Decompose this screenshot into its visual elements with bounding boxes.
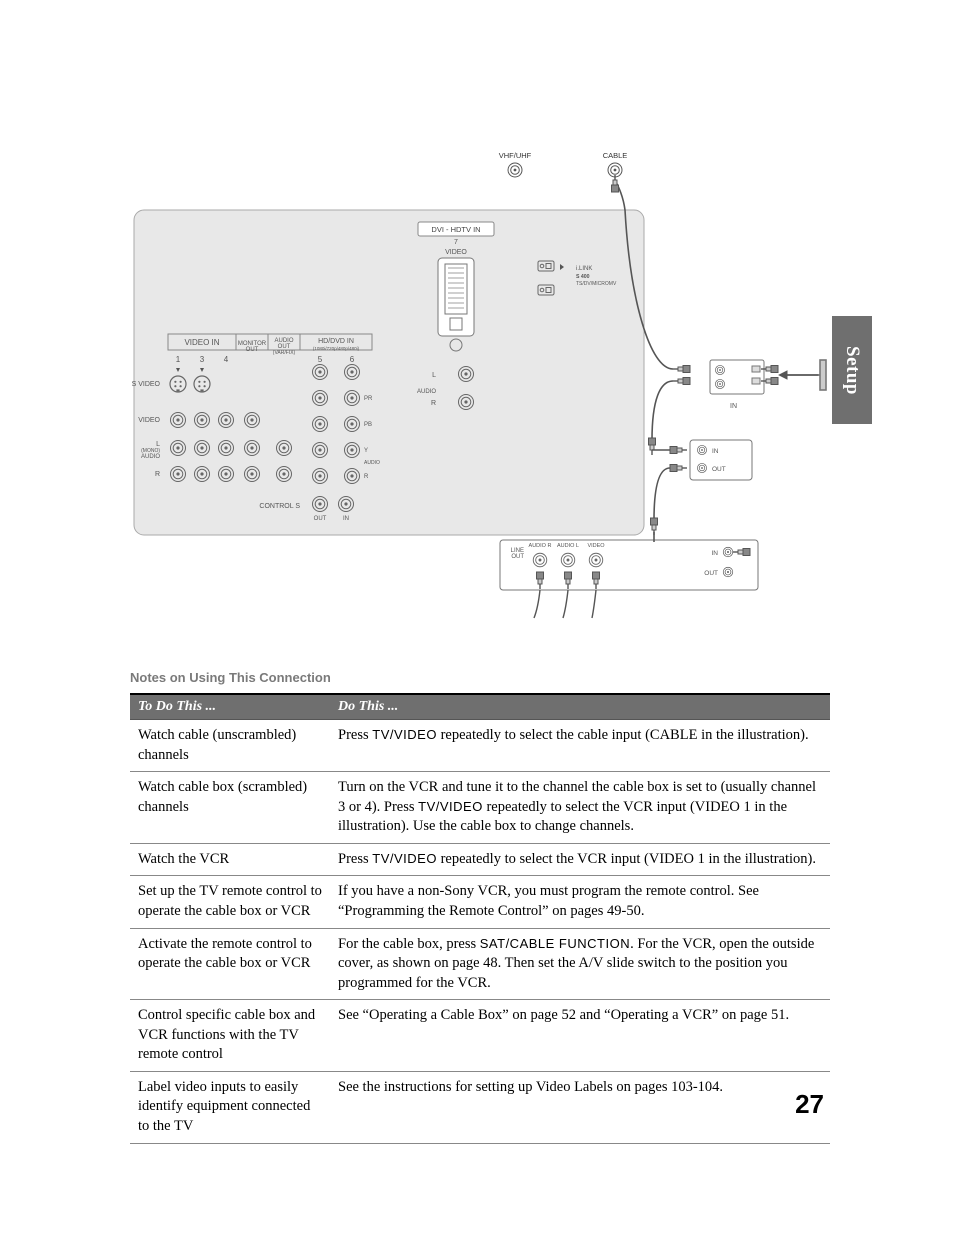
table-cell-todo: Watch cable box (scrambled) channels: [130, 772, 330, 844]
table-row: Label video inputs to easily identify eq…: [130, 1071, 830, 1143]
svg-text:i.LINK: i.LINK: [576, 266, 592, 272]
svg-text:CABLE: CABLE: [603, 151, 628, 160]
table-row: Watch cable box (scrambled) channelsTurn…: [130, 772, 830, 844]
instruction-table: To Do This ... Do This ... Watch cable (…: [130, 693, 830, 1144]
svg-text:VIDEO: VIDEO: [445, 249, 467, 256]
svg-text:OUT: OUT: [511, 554, 524, 560]
svg-text:OUT: OUT: [712, 466, 726, 473]
svg-text:L: L: [432, 372, 436, 379]
svg-text:IN: IN: [712, 448, 719, 455]
svg-text:OUT: OUT: [314, 516, 327, 522]
side-tab: Setup: [832, 316, 872, 424]
svg-text:OUT: OUT: [704, 570, 718, 577]
svg-text:Y: Y: [364, 448, 368, 454]
svg-text:R: R: [155, 471, 160, 478]
table-cell-todo: Control specific cable box and VCR funct…: [130, 1000, 330, 1072]
table-row: Control specific cable box and VCR funct…: [130, 1000, 830, 1072]
table-cell-dothis: For the cable box, press SAT/CABLE FUNCT…: [330, 928, 830, 1000]
table-cell-todo: Set up the TV remote control to operate …: [130, 876, 330, 928]
svg-text:AUDIO L: AUDIO L: [557, 543, 579, 549]
table-header-dothis: Do This ...: [330, 694, 830, 720]
connection-diagram: VHF/UHF CABLE VIDEO IN MONITOR OUT AUDIO…: [130, 150, 830, 640]
svg-text:AUDIO: AUDIO: [364, 460, 380, 466]
svg-text:AUDIO: AUDIO: [417, 389, 436, 395]
svg-text:PR: PR: [364, 396, 373, 402]
table-cell-dothis: Press TV/VIDEO repeatedly to select the …: [330, 843, 830, 876]
svg-text:VIDEO IN: VIDEO IN: [184, 338, 219, 347]
svg-text:IN: IN: [730, 403, 737, 410]
svg-text:TS/DV/MICROMV: TS/DV/MICROMV: [576, 281, 617, 287]
svg-text:R: R: [364, 474, 369, 480]
table-cell-dothis: Press TV/VIDEO repeatedly to select the …: [330, 720, 830, 772]
table-cell-dothis: See “Operating a Cable Box” on page 52 a…: [330, 1000, 830, 1072]
svg-text:(VAR/FIX): (VAR/FIX): [273, 350, 296, 356]
table-cell-todo: Activate the remote control to operate t…: [130, 928, 330, 1000]
svg-text:CONTROL S: CONTROL S: [259, 503, 300, 510]
table-cell-dothis: If you have a non-Sony VCR, you must pro…: [330, 876, 830, 928]
table-cell-dothis: Turn on the VCR and tune it to the chann…: [330, 772, 830, 844]
table-cell-todo: Watch cable (unscrambled) channels: [130, 720, 330, 772]
svg-text:S 400: S 400: [576, 274, 590, 280]
table-row: Activate the remote control to operate t…: [130, 928, 830, 1000]
table-row: Set up the TV remote control to operate …: [130, 876, 830, 928]
table-header-todo: To Do This ...: [130, 694, 330, 720]
svg-text:IN: IN: [712, 550, 719, 557]
svg-text:VHF/UHF: VHF/UHF: [499, 151, 532, 160]
table-row: Watch the VCRPress TV/VIDEO repeatedly t…: [130, 843, 830, 876]
svg-text:AUDIO R: AUDIO R: [529, 543, 552, 549]
svg-text:4: 4: [224, 355, 229, 364]
svg-text:S VIDEO: S VIDEO: [132, 381, 161, 388]
table-cell-todo: Watch the VCR: [130, 843, 330, 876]
svg-text:PB: PB: [364, 422, 372, 428]
svg-text:5: 5: [318, 355, 323, 364]
notes-heading: Notes on Using This Connection: [130, 670, 830, 685]
svg-text:VIDEO: VIDEO: [138, 417, 160, 424]
svg-text:3: 3: [200, 355, 205, 364]
svg-text:VIDEO: VIDEO: [587, 543, 605, 549]
table-row: Watch cable (unscrambled) channelsPress …: [130, 720, 830, 772]
svg-text:AUDIO: AUDIO: [141, 454, 160, 460]
svg-text:L: L: [156, 441, 160, 448]
svg-text:7: 7: [454, 239, 458, 246]
svg-text:DVI - HDTV IN: DVI - HDTV IN: [431, 225, 480, 234]
svg-text:(1080i/720p/480p/480i): (1080i/720p/480p/480i): [313, 346, 360, 351]
svg-text:HD/DVD IN: HD/DVD IN: [318, 338, 354, 345]
page-number: 27: [795, 1089, 824, 1120]
table-cell-dothis: See the instructions for setting up Vide…: [330, 1071, 830, 1143]
svg-text:IN: IN: [343, 516, 349, 522]
svg-text:OUT: OUT: [246, 347, 259, 353]
svg-text:R: R: [431, 400, 436, 407]
svg-text:1: 1: [176, 355, 181, 364]
page-content: VHF/UHF CABLE VIDEO IN MONITOR OUT AUDIO…: [130, 150, 830, 1144]
svg-text:6: 6: [350, 355, 355, 364]
table-cell-todo: Label video inputs to easily identify eq…: [130, 1071, 330, 1143]
